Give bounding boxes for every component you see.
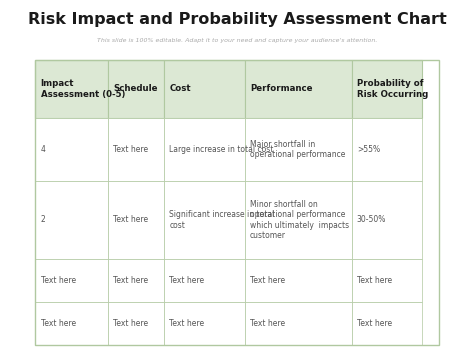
Text: Text here: Text here xyxy=(357,319,392,328)
FancyBboxPatch shape xyxy=(245,302,352,345)
Text: Text here: Text here xyxy=(113,145,148,154)
Text: Text here: Text here xyxy=(40,319,76,328)
FancyBboxPatch shape xyxy=(352,302,422,345)
FancyBboxPatch shape xyxy=(164,118,245,181)
Text: Impact
Assessment (0-5): Impact Assessment (0-5) xyxy=(40,79,125,99)
Text: Cost: Cost xyxy=(170,84,191,93)
FancyBboxPatch shape xyxy=(164,181,245,259)
FancyBboxPatch shape xyxy=(164,302,245,345)
Text: Major shortfall in
operational performance: Major shortfall in operational performan… xyxy=(250,140,346,159)
Text: Probability of
Risk Occurring: Probability of Risk Occurring xyxy=(357,79,428,99)
FancyBboxPatch shape xyxy=(245,181,352,259)
FancyBboxPatch shape xyxy=(245,60,352,118)
Text: Text here: Text here xyxy=(40,276,76,285)
Text: Text here: Text here xyxy=(113,276,148,285)
Text: 30-50%: 30-50% xyxy=(357,215,386,224)
FancyBboxPatch shape xyxy=(164,259,245,302)
FancyBboxPatch shape xyxy=(352,181,422,259)
FancyBboxPatch shape xyxy=(36,302,108,345)
Text: Text here: Text here xyxy=(170,276,205,285)
FancyBboxPatch shape xyxy=(108,118,164,181)
Text: Performance: Performance xyxy=(250,84,312,93)
FancyBboxPatch shape xyxy=(108,60,164,118)
Text: Text here: Text here xyxy=(113,319,148,328)
FancyBboxPatch shape xyxy=(352,60,422,118)
FancyBboxPatch shape xyxy=(108,302,164,345)
Text: Text here: Text here xyxy=(170,319,205,328)
Text: Significant increase in total
cost: Significant increase in total cost xyxy=(170,210,275,230)
FancyBboxPatch shape xyxy=(352,118,422,181)
FancyBboxPatch shape xyxy=(36,259,108,302)
Text: Minor shortfall on
operational performance
which ultimately  impacts
customer: Minor shortfall on operational performan… xyxy=(250,200,349,240)
Text: Large increase in total cost: Large increase in total cost xyxy=(170,145,274,154)
FancyBboxPatch shape xyxy=(36,60,108,118)
FancyBboxPatch shape xyxy=(352,259,422,302)
Text: This slide is 100% editable. Adapt it to your need and capture your audience's a: This slide is 100% editable. Adapt it to… xyxy=(97,38,377,43)
FancyBboxPatch shape xyxy=(36,181,108,259)
Text: Text here: Text here xyxy=(250,319,285,328)
Text: Schedule: Schedule xyxy=(113,84,157,93)
Text: 4: 4 xyxy=(40,145,46,154)
Text: Text here: Text here xyxy=(113,215,148,224)
FancyBboxPatch shape xyxy=(108,181,164,259)
FancyBboxPatch shape xyxy=(245,118,352,181)
FancyBboxPatch shape xyxy=(36,118,108,181)
Text: Text here: Text here xyxy=(250,276,285,285)
FancyBboxPatch shape xyxy=(108,259,164,302)
Text: 2: 2 xyxy=(40,215,46,224)
FancyBboxPatch shape xyxy=(164,60,245,118)
Text: >55%: >55% xyxy=(357,145,380,154)
FancyBboxPatch shape xyxy=(245,259,352,302)
Text: Text here: Text here xyxy=(357,276,392,285)
Text: Risk Impact and Probability Assessment Chart: Risk Impact and Probability Assessment C… xyxy=(27,12,447,27)
